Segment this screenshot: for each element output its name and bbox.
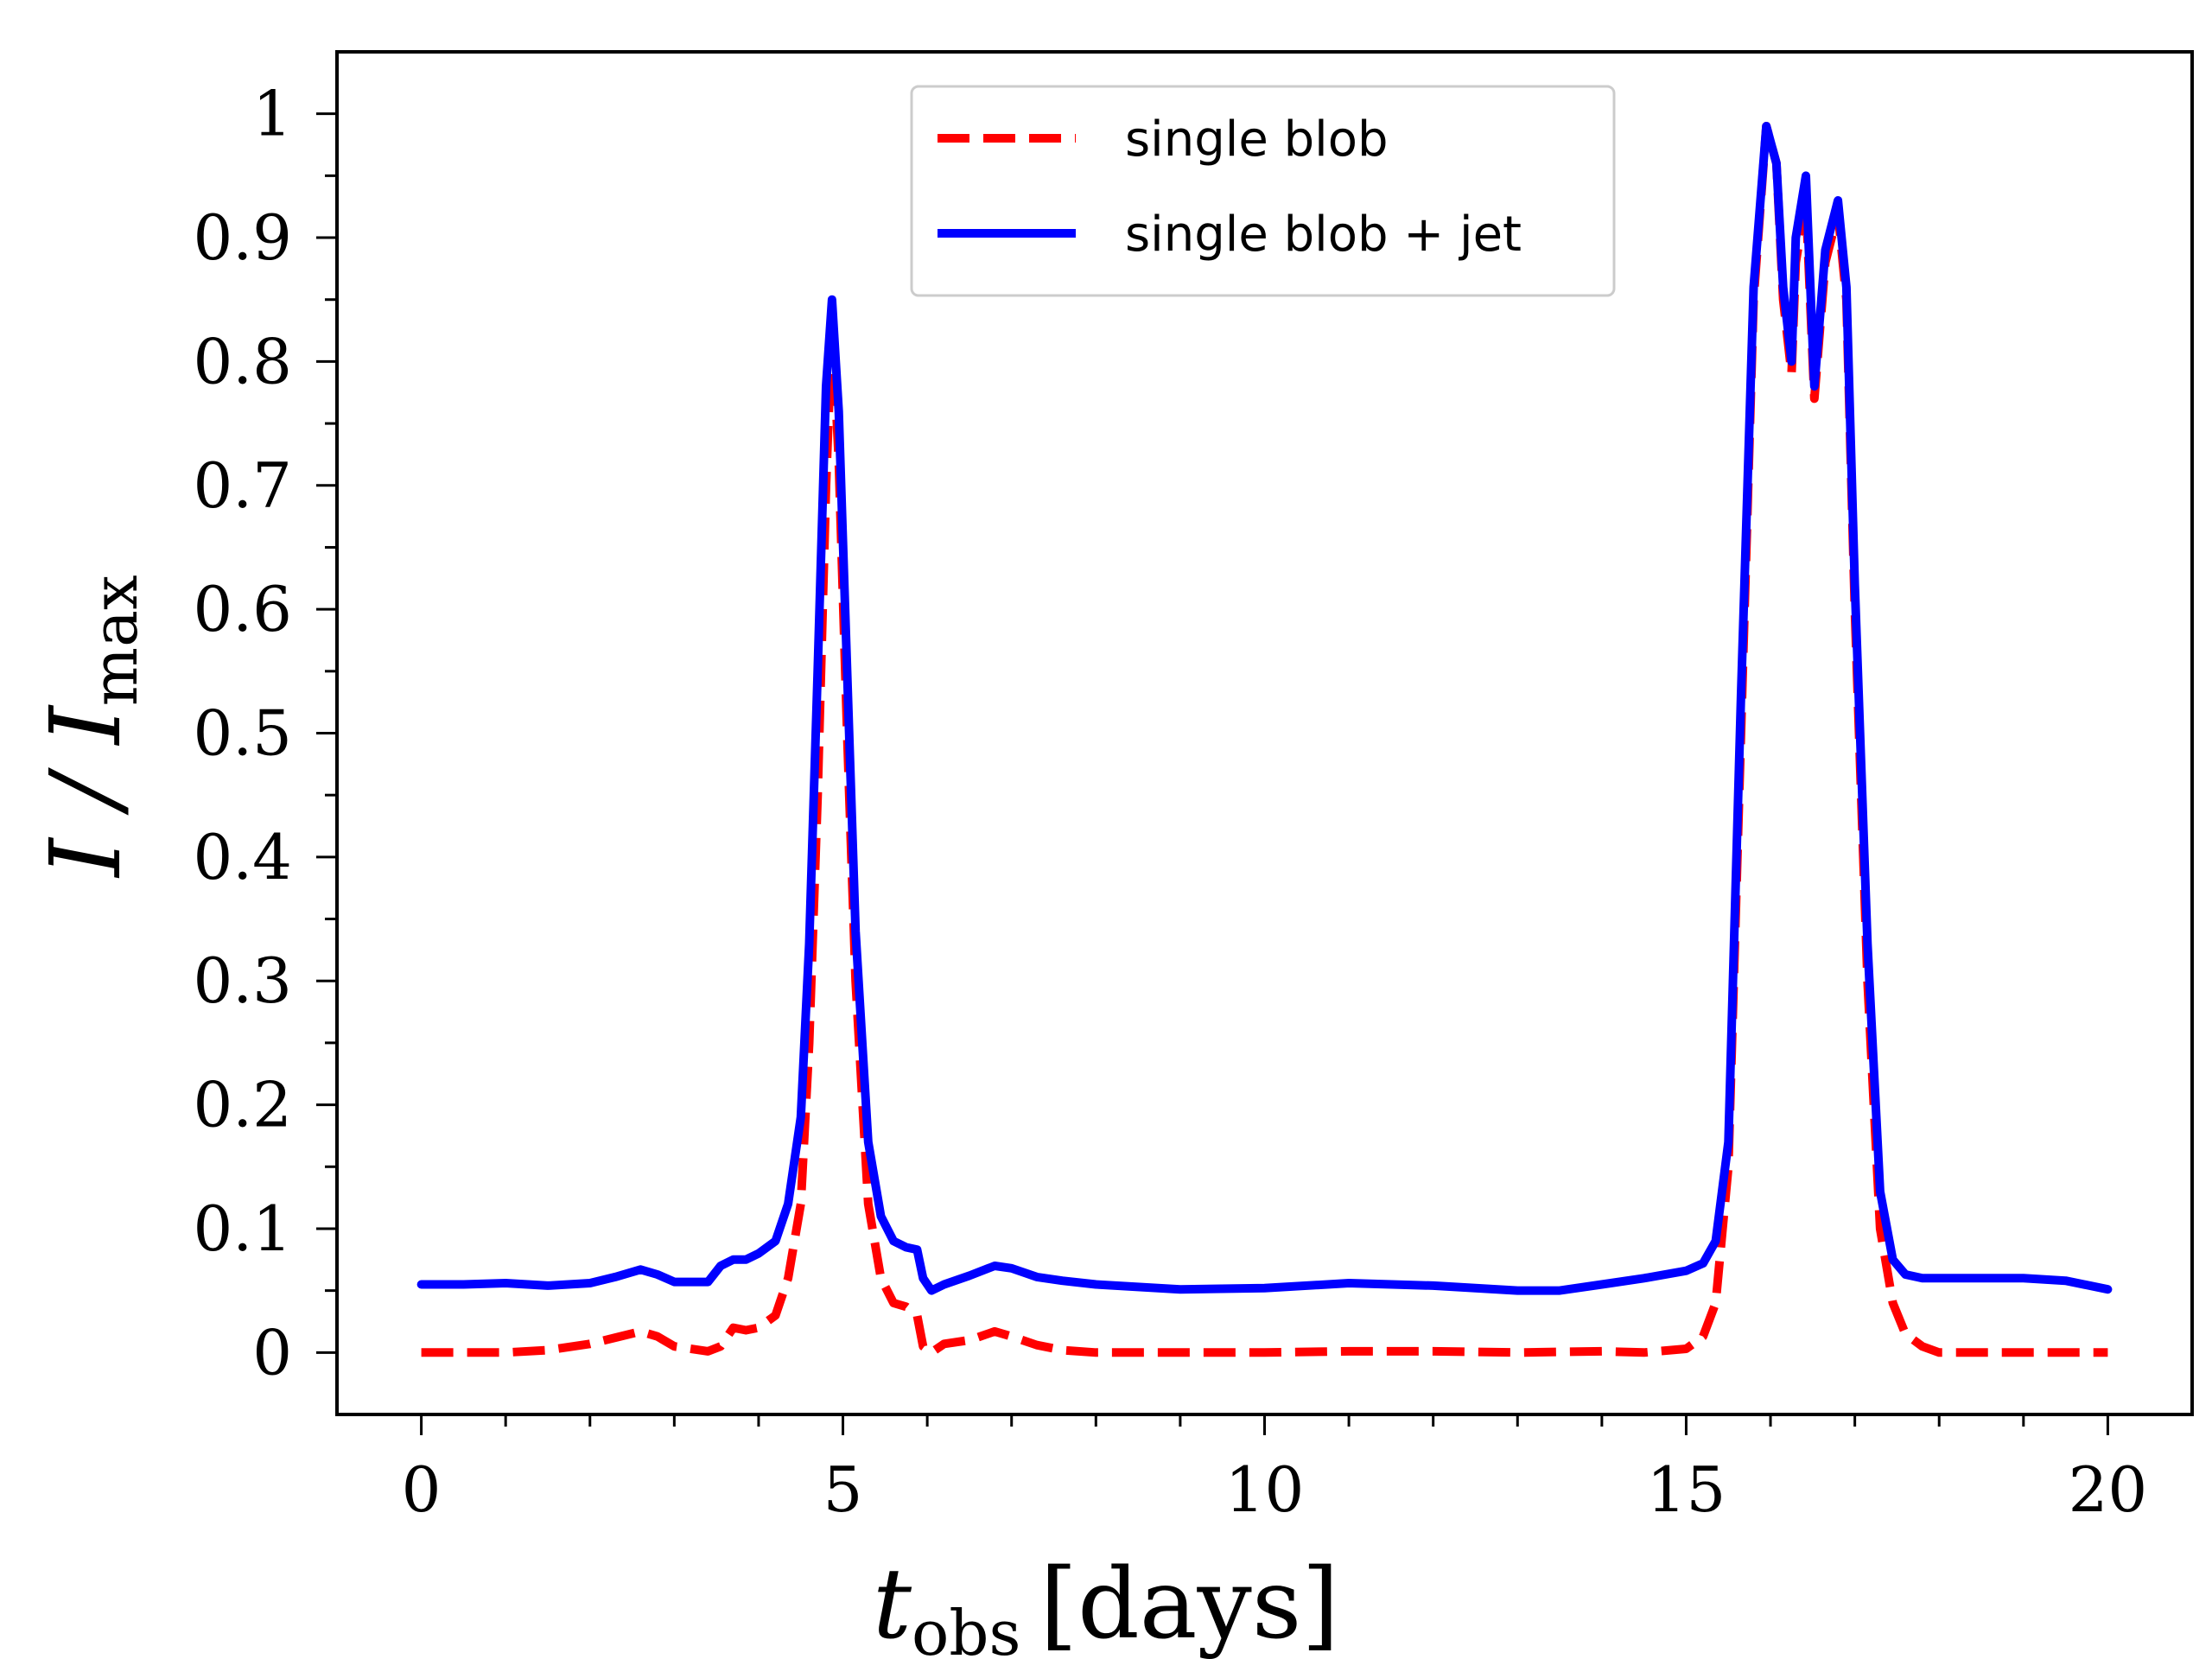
- x-tick-label-0: 0: [402, 1453, 442, 1526]
- plot-area-frame: [335, 50, 2194, 1416]
- x-tick-label-15: 15: [1647, 1453, 1726, 1526]
- x-axis-title-sub: obs: [912, 1597, 1020, 1659]
- series-line-single-blob: [421, 122, 2108, 1357]
- y-tick-label-5: 0.5: [193, 697, 292, 770]
- y-axis-title-main: I / I: [30, 703, 143, 878]
- y-axis-title-sub: max: [79, 575, 151, 706]
- y-tick-label-3: 0.3: [193, 944, 292, 1017]
- y-tick-label-7: 0.7: [193, 449, 292, 522]
- tick-labels: 0 5 10 15 20 0 0.1 0.2 0.3 0.4 0.5 0.6 0.7 0.8 0.9 1: [193, 78, 2147, 1526]
- legend-box: [910, 85, 1616, 297]
- y-tick-label-6: 0.6: [193, 573, 292, 645]
- x-tick-label-20: 20: [2069, 1453, 2148, 1526]
- legend-label-single-blob-jet: single blob + jet: [1125, 207, 1522, 263]
- x-axis-title-unit: [days]: [1039, 1548, 1339, 1659]
- y-axis-title: I / Imax: [30, 575, 151, 878]
- y-tick-label-9: 0.9: [193, 201, 292, 274]
- series-group: [416, 122, 2113, 1357]
- x-tick-label-5: 5: [823, 1453, 863, 1526]
- y-tick-label-4: 0.4: [193, 821, 292, 893]
- y-tick-label-2: 0.2: [193, 1069, 292, 1141]
- legend-label-single-blob: single blob: [1125, 111, 1389, 168]
- x-axis-title-main: t: [873, 1548, 912, 1659]
- x-tick-label-10: 10: [1225, 1453, 1305, 1526]
- axis-ticks: [316, 112, 2109, 1435]
- y-tick-label-10: 1: [252, 78, 292, 150]
- series-line-single-blob-jet: [416, 122, 2113, 1295]
- x-axis-title: tobs [days]: [873, 1548, 1339, 1659]
- y-tick-label-8: 0.8: [193, 325, 292, 397]
- y-tick-label-1: 0.1: [193, 1192, 292, 1265]
- legend: single blob single blob + jet: [910, 85, 1616, 297]
- y-tick-label-0: 0: [252, 1316, 292, 1389]
